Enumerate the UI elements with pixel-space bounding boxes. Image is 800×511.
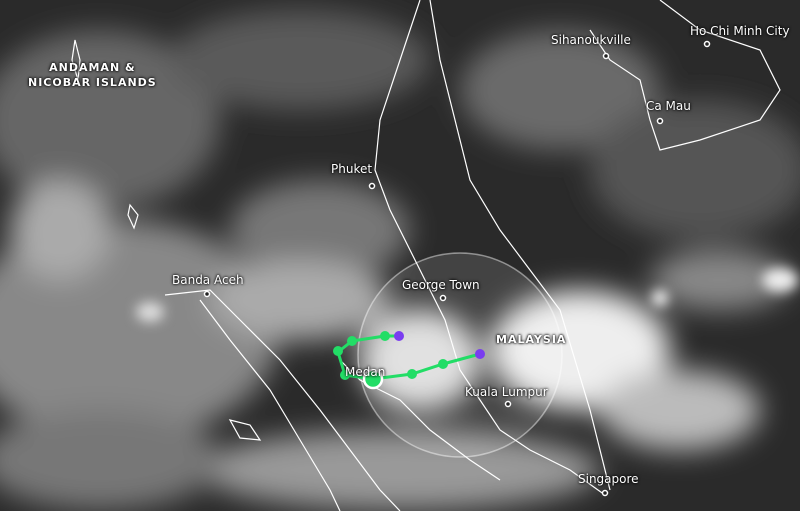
city-label-ho-chi-minh-city: Ho Chi Minh City (690, 24, 790, 38)
track-point (340, 370, 350, 380)
track-end-point (394, 331, 404, 341)
city-label-phuket: Phuket (331, 162, 373, 176)
radius-circle (357, 252, 563, 458)
region-line: ANDAMAN & (49, 61, 136, 74)
city-label-kuala-lumpur: Kuala Lumpur (465, 385, 548, 399)
storm-track-2 (333, 331, 404, 381)
track-point (333, 346, 343, 356)
storm-track-1 (372, 349, 485, 381)
track-point (347, 336, 357, 346)
city-label-medan: Medan (345, 365, 386, 379)
track-point (438, 359, 448, 369)
region-label-andaman: ANDAMAN & NICOBAR ISLANDS (28, 60, 157, 90)
track-point (380, 331, 390, 341)
city-label-ca-mau: Ca Mau (646, 99, 691, 113)
city-dots (203, 40, 711, 497)
track-end-point (475, 349, 485, 359)
city-label-george-town: George Town (402, 278, 480, 292)
city-label-singapore: Singapore (578, 472, 639, 486)
city-label-sihanoukville: Sihanoukville (551, 33, 631, 47)
current-location-marker[interactable] (362, 368, 384, 390)
city-label-banda-aceh: Banda Aceh (172, 273, 244, 287)
track-point (407, 369, 417, 379)
region-line: NICOBAR ISLANDS (28, 76, 157, 89)
region-label-malaysia: MALAYSIA (496, 333, 567, 346)
